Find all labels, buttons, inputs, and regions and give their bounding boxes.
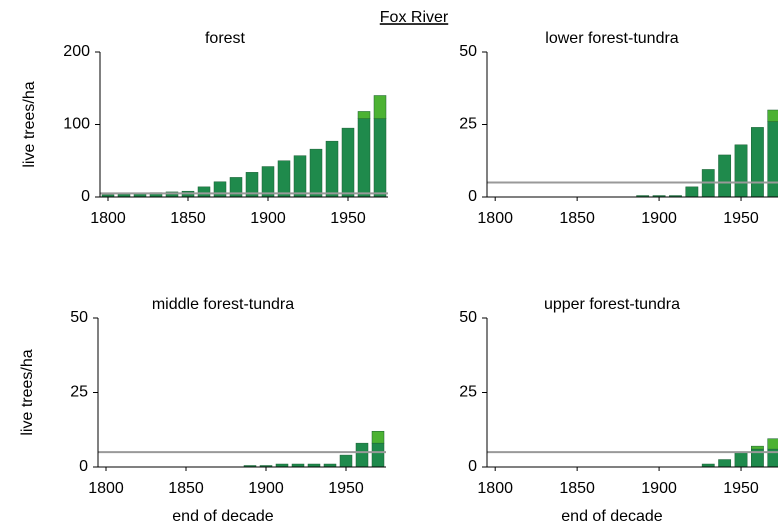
bar-segment — [373, 95, 387, 119]
y-tick-label: 50 — [459, 43, 477, 60]
bar-segment — [341, 127, 355, 198]
bar-segment — [734, 451, 748, 468]
x-tick-label: 1800 — [477, 210, 513, 227]
bar-segment — [357, 118, 371, 198]
bar-segment — [309, 148, 323, 198]
bar-segment — [339, 454, 353, 468]
y-tick-label: 100 — [63, 116, 90, 133]
bar-segment — [685, 186, 699, 198]
bar-segment — [751, 445, 764, 450]
y-tick-label: 25 — [459, 384, 477, 401]
y-tick-label: 25 — [459, 116, 477, 133]
y-tick-label: 50 — [70, 309, 88, 326]
bar-segment — [767, 438, 778, 450]
x-tick-label: 1950 — [723, 210, 759, 227]
bar-segment — [751, 127, 764, 198]
x-tick-label: 1900 — [641, 480, 677, 497]
panel-title: middle forest-tundra — [152, 296, 294, 313]
x-tick-label: 1950 — [328, 480, 364, 497]
y-axis-label: live trees/ha — [19, 349, 36, 435]
bar-segment — [371, 442, 385, 468]
x-tick-label: 1850 — [559, 480, 595, 497]
bar-segment — [277, 160, 291, 198]
x-tick-label: 1800 — [477, 480, 513, 497]
bar-segment — [293, 155, 307, 198]
x-tick-label: 1800 — [90, 210, 126, 227]
figure-title: Fox River — [380, 9, 449, 26]
y-tick-label: 0 — [79, 458, 88, 475]
bar-segment — [767, 121, 778, 198]
x-tick-label: 1850 — [559, 210, 595, 227]
x-tick-label: 1850 — [168, 480, 204, 497]
x-tick-label: 1900 — [641, 210, 677, 227]
x-tick-label: 1950 — [330, 210, 366, 227]
panel: forest live trees/ha 0 100 200 1800 1850 1900 19… — [21, 30, 388, 227]
panel: upper forest-tundra end of decade 0 25 50 180… — [459, 296, 778, 525]
bar-segment — [734, 144, 748, 198]
bar-segment — [718, 154, 732, 198]
y-tick-label: 0 — [468, 458, 477, 475]
y-tick-label: 25 — [70, 384, 88, 401]
panel-title: lower forest-tundra — [545, 30, 678, 47]
y-tick-label: 0 — [468, 188, 477, 205]
y-axis-label: live trees/ha — [21, 81, 38, 167]
x-tick-label: 1900 — [248, 480, 284, 497]
bar-segment — [718, 459, 732, 468]
bar-segment — [197, 186, 211, 198]
bar-segment — [325, 140, 339, 198]
panel-title: forest — [205, 30, 246, 47]
x-tick-label: 1900 — [250, 210, 286, 227]
panel: lower forest-tundra 0 25 50 1800 1850 1900 1950 — [459, 30, 778, 227]
bar-segment — [373, 118, 387, 198]
y-tick-label: 200 — [63, 43, 90, 60]
x-tick-label: 1850 — [170, 210, 206, 227]
x-tick-label: 1800 — [88, 480, 124, 497]
x-axis-label: end of decade — [561, 508, 663, 525]
x-tick-label: 1950 — [723, 480, 759, 497]
panel-title: upper forest-tundra — [544, 296, 680, 313]
y-tick-label: 0 — [81, 188, 90, 205]
y-tick-label: 50 — [459, 309, 477, 326]
bar-segment — [355, 442, 369, 468]
x-axis-label: end of decade — [172, 508, 274, 525]
panel: middle forest-tundra live trees/ha end of … — [19, 296, 386, 525]
bar-segment — [767, 109, 778, 122]
bar-segment — [357, 111, 371, 119]
bar-segment — [371, 430, 385, 444]
bar-segment — [213, 181, 227, 198]
